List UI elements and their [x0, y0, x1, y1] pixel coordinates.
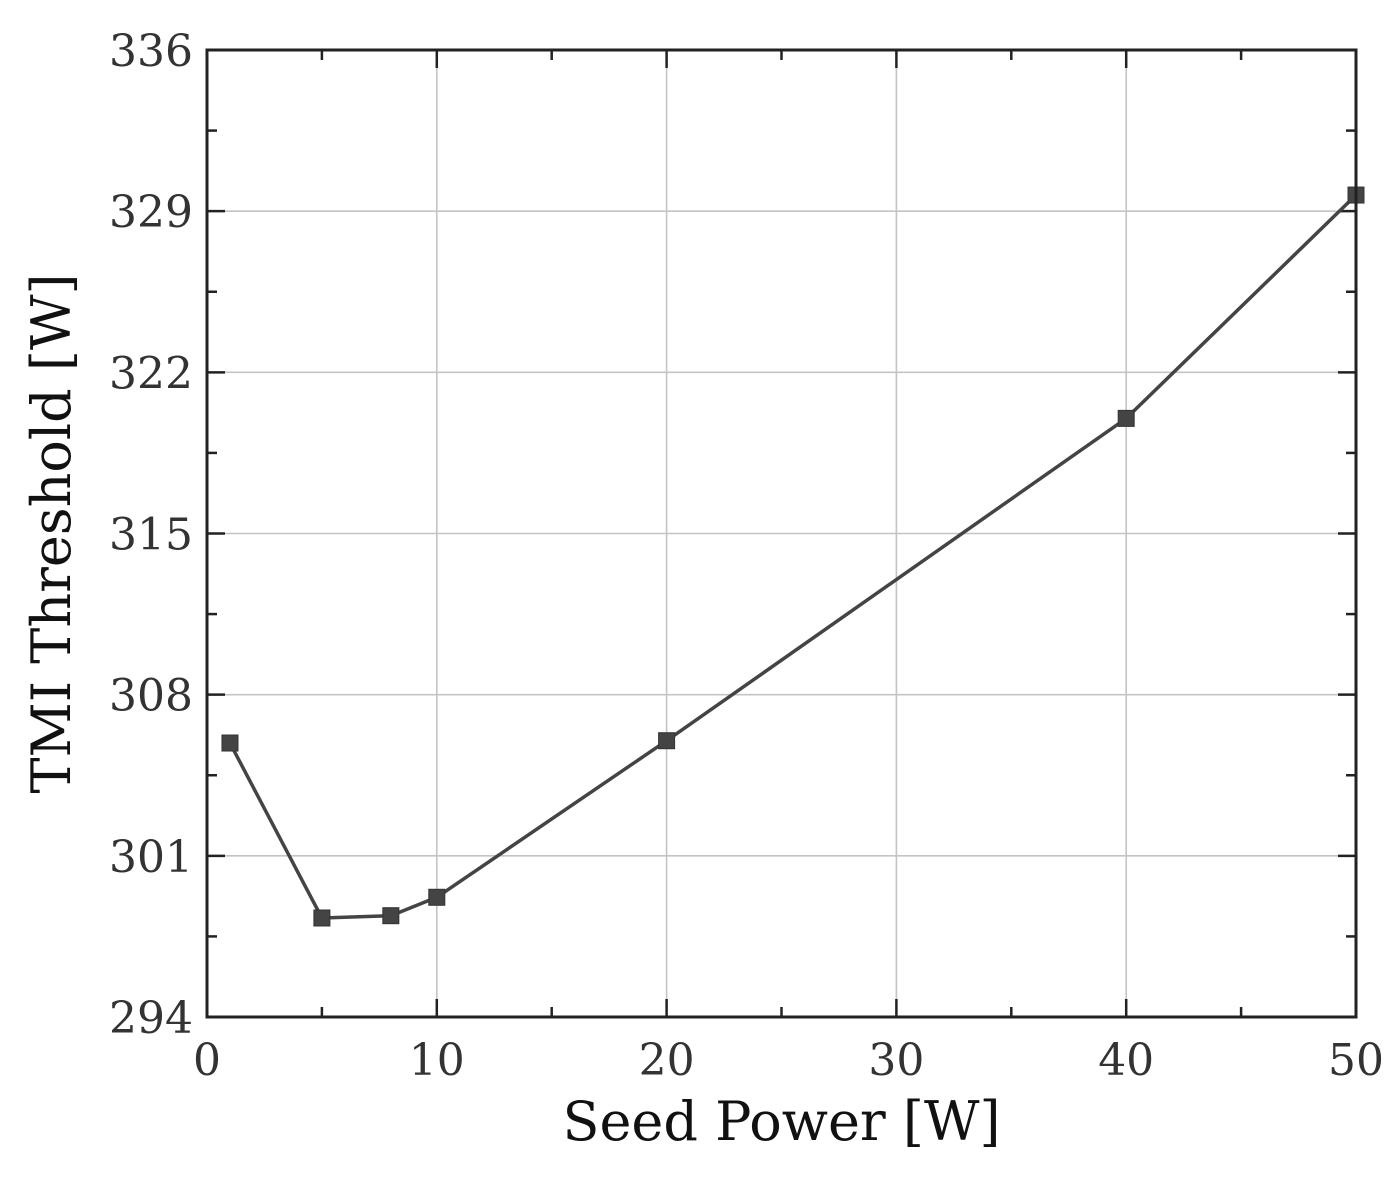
y-tick-label: 301 [109, 832, 193, 883]
x-tick-label: 20 [639, 1035, 695, 1086]
y-tick-label: 294 [109, 993, 193, 1044]
x-tick-label: 0 [193, 1035, 221, 1086]
data-point-marker [428, 888, 446, 906]
grid-lines [207, 50, 1356, 1017]
tick-labels: 0 10 20 30 40 50 294 301 308 315 322 329 336 [109, 26, 1384, 1086]
series-line-0 [228, 193, 1358, 920]
data-point-marker [221, 734, 239, 752]
y-tick-label: 315 [109, 510, 193, 561]
y-tick-label: 308 [109, 671, 193, 722]
axis-ticks [205, 48, 1358, 1019]
y-axis-title: TMI Threshold [W] [20, 273, 83, 793]
data-series [221, 186, 1365, 927]
data-point-marker [382, 907, 400, 925]
plot-area-frame [205, 48, 1358, 1019]
x-tick-label: 40 [1098, 1035, 1154, 1086]
y-tick-label: 336 [109, 26, 193, 77]
x-tick-label: 50 [1328, 1035, 1384, 1086]
x-tick-label: 30 [868, 1035, 924, 1086]
data-point-marker [658, 732, 676, 750]
y-tick-label: 322 [109, 348, 193, 399]
data-point-marker [1117, 409, 1135, 427]
data-point-marker [313, 909, 331, 927]
x-tick-label: 10 [409, 1035, 465, 1086]
x-axis-title: Seed Power [W] [562, 1090, 1000, 1153]
y-tick-label: 329 [109, 187, 193, 238]
